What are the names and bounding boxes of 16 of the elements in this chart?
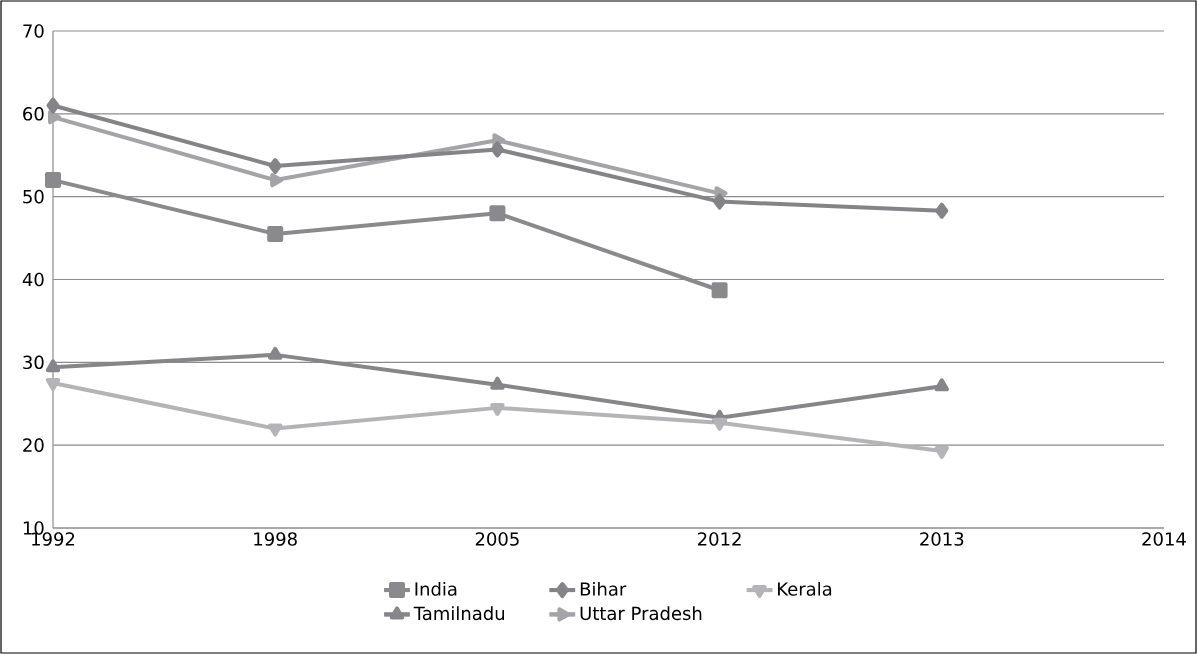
x-tick-label: 2012 [697, 532, 741, 546]
y-tick-label: 50 [23, 189, 44, 204]
y-tick-label: 60 [23, 107, 44, 121]
legend-label: Kerala [778, 581, 832, 596]
y-tick-label: 40 [22, 272, 44, 287]
legend-label: Tamilnadu [413, 606, 505, 621]
x-tick-label: 1998 [254, 532, 297, 546]
legend-label: Bihar [580, 581, 627, 596]
x-tick-label: 2013 [920, 532, 964, 546]
legend-label: Uttar Pradesh [580, 606, 702, 621]
legend-label: India [415, 581, 457, 596]
y-tick-label: 30 [23, 355, 44, 370]
x-tick-label: 2014 [1142, 532, 1186, 546]
x-tick-label: 2005 [475, 532, 519, 546]
y-tick-label: 20 [23, 438, 44, 452]
y-tick-label: 70 [23, 24, 44, 38]
